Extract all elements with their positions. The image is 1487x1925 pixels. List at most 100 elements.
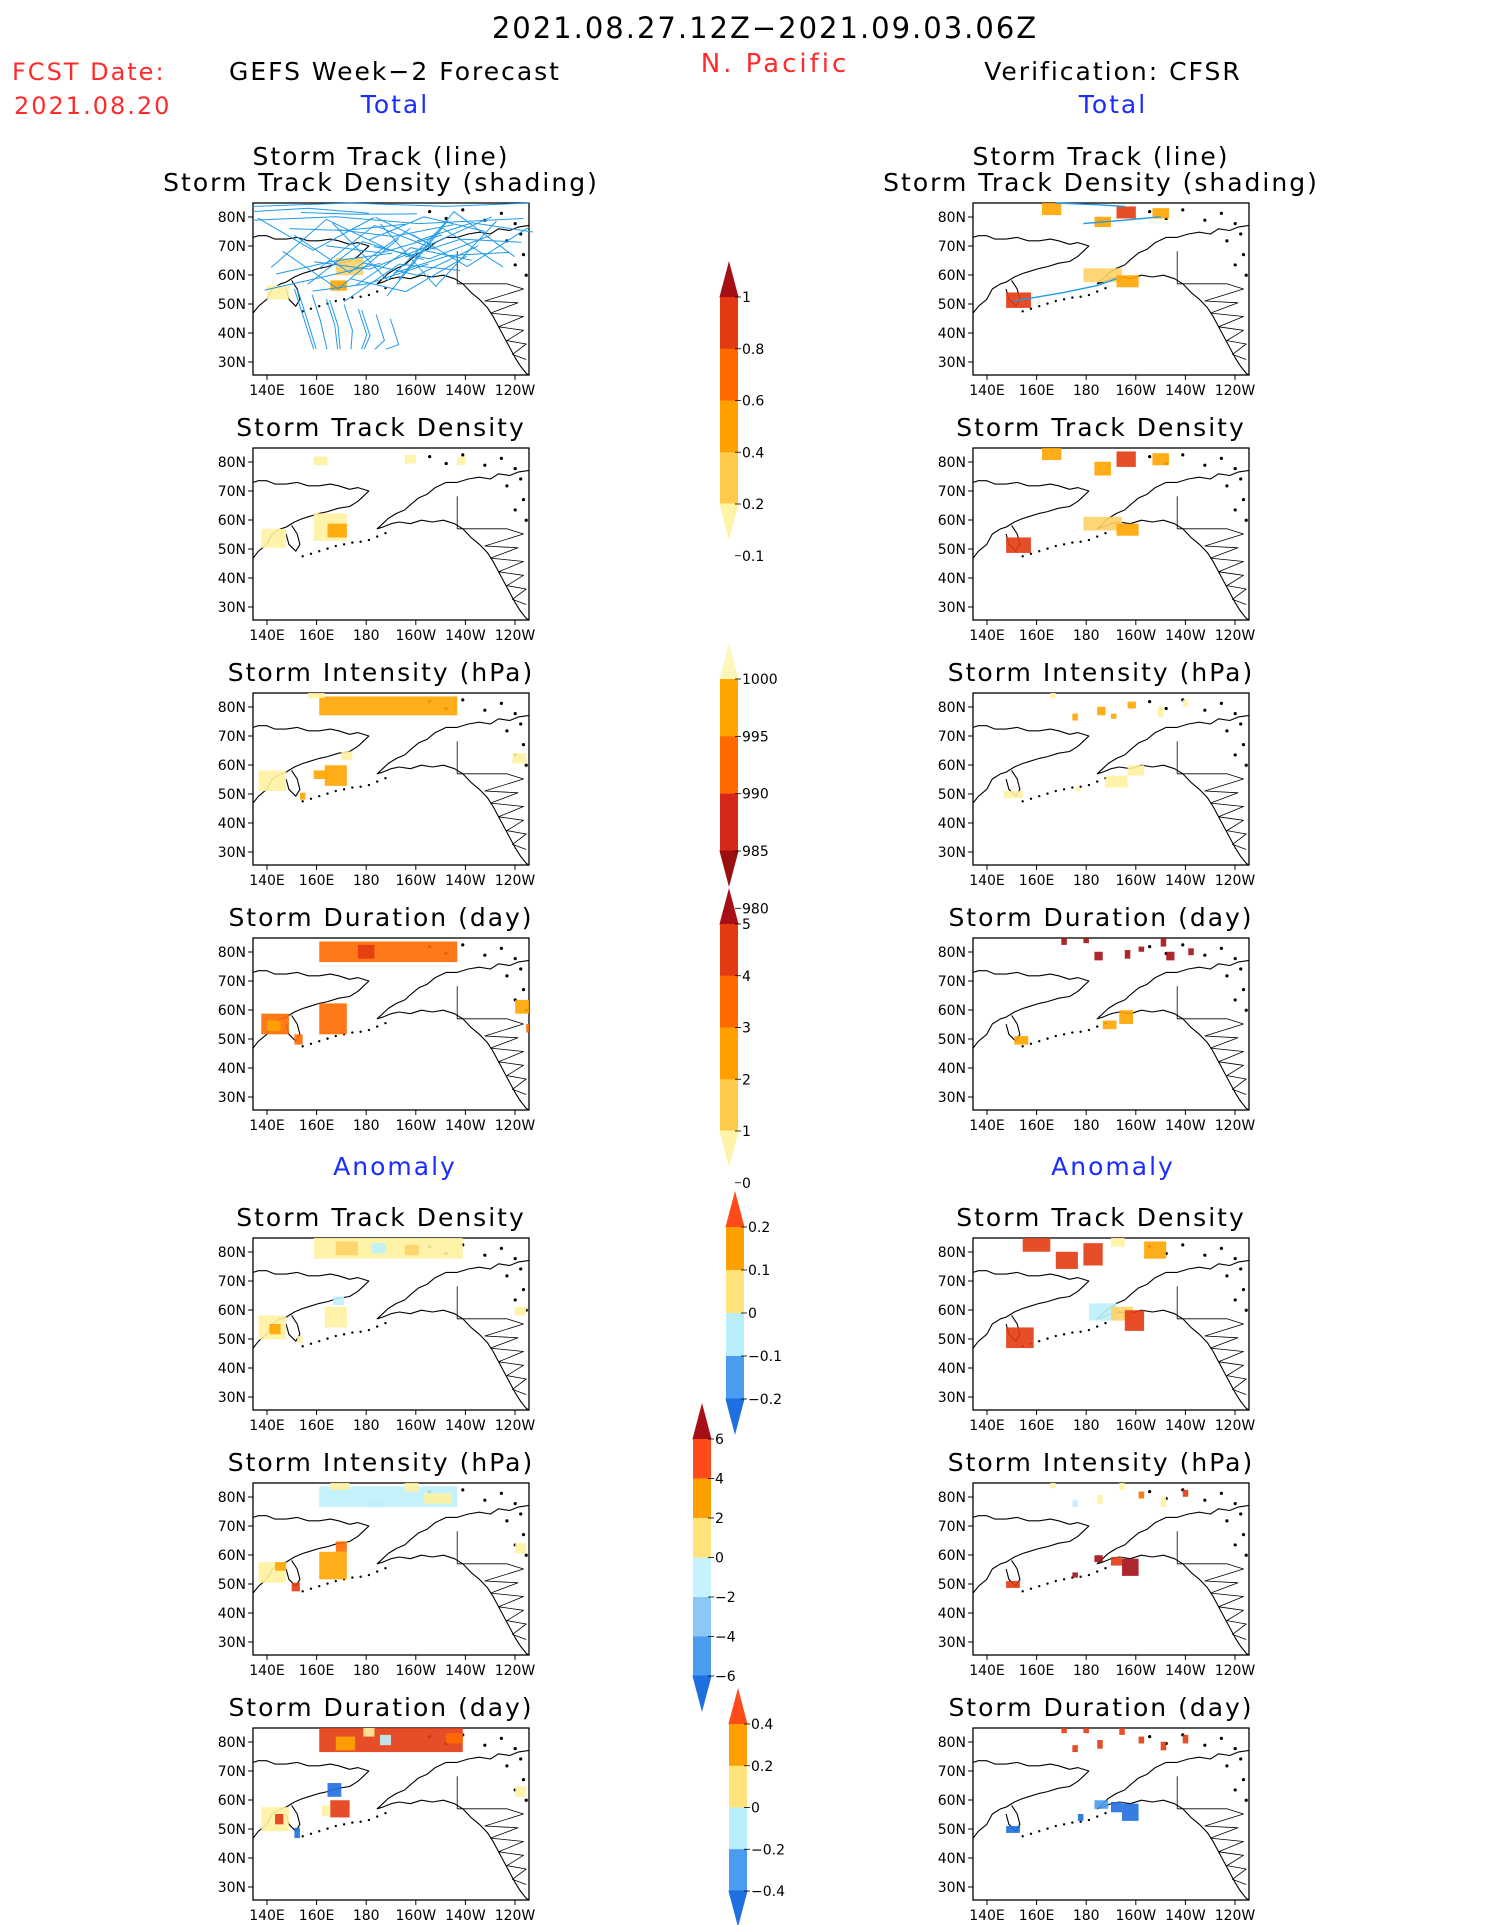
aleutian-island <box>1096 1325 1099 1328</box>
aleutian-island <box>309 797 313 800</box>
lon-tick-label: 160E <box>1019 873 1055 889</box>
lon-tick-label: 160W <box>396 1663 437 1679</box>
map-frame <box>972 1727 1250 1901</box>
lat-tick-label: 60N <box>218 513 246 529</box>
lat-tick-label: 60N <box>938 513 966 529</box>
shading-cell <box>1072 1745 1078 1753</box>
lon-tick-label: 180 <box>353 1418 380 1434</box>
storm-track-line <box>300 212 417 215</box>
arctic-island <box>519 1267 523 1271</box>
arctic-island <box>1233 508 1237 512</box>
storm-track-line <box>318 224 436 269</box>
panel-title: Storm Track Density <box>236 1203 526 1232</box>
shading-cell <box>330 1800 350 1818</box>
lat-tick-label: 50N <box>218 787 246 803</box>
shading-cell <box>1188 948 1194 956</box>
aleutian-island <box>1087 783 1091 787</box>
lon-tick-label: 160W <box>396 383 437 399</box>
shading-cell <box>1094 951 1103 961</box>
lon-tick-label: 180 <box>1073 1418 1100 1434</box>
lon-tick-label: 180 <box>353 1118 380 1134</box>
aleutian-island <box>1062 1033 1066 1036</box>
alaska-coastline <box>376 1749 530 1901</box>
shading-cell <box>1122 1803 1139 1821</box>
lon-tick-label: 120W <box>495 1663 536 1679</box>
lat-tick-label: 40N <box>938 816 966 832</box>
arctic-island <box>444 461 448 466</box>
state-borders <box>456 1286 527 1395</box>
aleutian-island <box>1079 1820 1082 1823</box>
alaska-coastline <box>1096 959 1250 1111</box>
shading-cell <box>1006 1826 1020 1833</box>
shading-cell <box>1097 706 1106 716</box>
lat-tick-label: 70N <box>218 729 246 745</box>
arctic-island <box>519 722 523 726</box>
aleutian-island <box>1046 1582 1049 1585</box>
lon-tick-label: 120W <box>495 628 536 644</box>
shading-cell <box>327 523 347 538</box>
arctic-island <box>1203 1253 1207 1257</box>
shading-cell <box>1144 1241 1167 1259</box>
lon-tick-label: 180 <box>1073 1663 1100 1679</box>
colorbar-top-cap <box>719 643 739 680</box>
arctic-island <box>1244 1008 1248 1012</box>
colorbar-segment <box>726 1270 744 1314</box>
storm-track-line <box>337 224 454 238</box>
shading-cell <box>368 1500 383 1508</box>
lon-tick-label: 160E <box>299 1663 335 1679</box>
lon-tick-label: 140E <box>249 873 285 889</box>
aleutian-island <box>1096 1570 1099 1573</box>
shading-cell <box>1111 1238 1125 1247</box>
lat-tick-label: 40N <box>218 816 246 832</box>
shading-cell <box>1138 1491 1145 1499</box>
shading-cell <box>1152 453 1169 466</box>
map-frame <box>972 1237 1250 1411</box>
shading-cell <box>319 1003 347 1035</box>
colorbar-anom_intensity: 6 4 2 0 −2 −4 −6 <box>692 1403 736 1712</box>
colorbar-label: 0 <box>751 1801 760 1817</box>
map-panel-L-duration: Storm Duration (day)80N70N60N50N40N30N14… <box>218 903 536 1134</box>
shading-cell <box>294 1034 303 1045</box>
shading-cell <box>333 1296 345 1306</box>
arctic-island <box>513 508 517 512</box>
aleutian-island <box>301 800 304 803</box>
lat-tick-label: 80N <box>938 1490 966 1506</box>
storm-track-line <box>297 289 317 350</box>
arctic-island <box>524 273 528 277</box>
lat-tick-label: 70N <box>938 484 966 500</box>
lat-tick-label: 60N <box>938 1793 966 1809</box>
lat-tick-label: 30N <box>938 1635 966 1651</box>
lat-tick-label: 40N <box>938 326 966 342</box>
state-borders <box>1176 496 1247 605</box>
lat-tick-label: 70N <box>218 1274 246 1290</box>
map-frame <box>972 1482 1250 1656</box>
shading-cell <box>1119 1728 1125 1735</box>
shading-cell <box>1061 938 1067 945</box>
aleutian-island <box>1087 293 1091 297</box>
arctic-island <box>1233 1543 1237 1547</box>
lat-tick-label: 40N <box>218 1851 246 1867</box>
arctic-island <box>1244 518 1248 522</box>
arctic-island <box>461 208 465 212</box>
colorbar-label: 0.8 <box>742 342 764 358</box>
lon-tick-label: 180 <box>1073 628 1100 644</box>
aleutian-island <box>309 1832 313 1835</box>
lon-tick-label: 140W <box>1165 1663 1206 1679</box>
aleutian-island <box>1062 1333 1066 1336</box>
arctic-island <box>428 210 432 214</box>
shading-cell <box>1105 775 1128 788</box>
aleutian-island <box>1062 298 1066 301</box>
shading-cell <box>1094 461 1111 476</box>
lat-tick-label: 50N <box>938 1032 966 1048</box>
aleutian-island <box>1046 1037 1049 1040</box>
arctic-island <box>1219 946 1223 950</box>
arctic-island <box>1225 974 1229 978</box>
colorbar-label: 0.4 <box>751 1717 773 1733</box>
aleutian-island <box>376 290 379 293</box>
colorbar-bottom-cap <box>719 850 739 887</box>
panel-title: Storm Duration (day) <box>228 1693 533 1722</box>
storm-track-line <box>373 235 490 260</box>
arctic-island <box>513 1502 517 1506</box>
aleutian-island <box>1104 286 1107 290</box>
colorbar-segment <box>729 1849 747 1892</box>
